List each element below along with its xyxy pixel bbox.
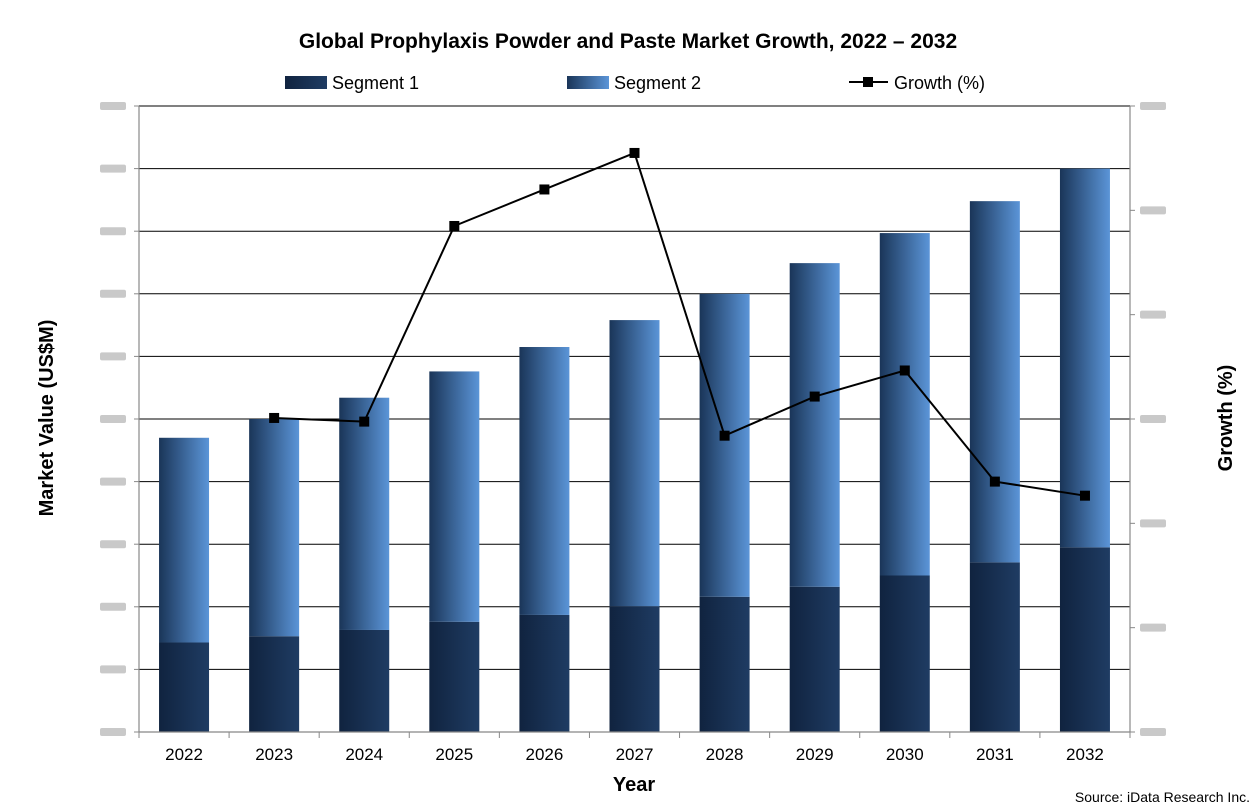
bar-segment-2-2032: [1059, 168, 1110, 548]
x-tick-label-2030: 2030: [886, 745, 924, 764]
x-tick-label-2031: 2031: [976, 745, 1014, 764]
bar-segment-2-2022: [159, 437, 210, 643]
legend-label-segment-1: Segment 1: [332, 73, 419, 93]
y2-tick-label-blurred: [1140, 728, 1166, 736]
growth-line-series: [269, 147, 1090, 501]
y2-tick-labels: [1140, 102, 1166, 736]
x-tick-label-2024: 2024: [345, 745, 383, 764]
growth-marker-2027: [629, 147, 640, 158]
legend: Segment 1 Segment 2 Growth (%): [285, 73, 985, 93]
growth-line: [274, 151, 1086, 497]
bar-segment-1-2029: [789, 586, 840, 732]
y2-tick-label-blurred: [1140, 102, 1166, 110]
y-tick-label-blurred: [100, 540, 126, 549]
y-tick-label-blurred: [100, 665, 126, 674]
y-tick-label-blurred: [100, 164, 126, 173]
y2-tick-label-blurred: [1140, 310, 1166, 319]
source-note: Source: iData Research Inc.: [1075, 789, 1250, 805]
bars: [159, 168, 1110, 732]
bar-segment-2-2029: [789, 263, 840, 587]
y-tick-label-blurred: [100, 352, 126, 361]
growth-marker-2024: [359, 416, 370, 427]
bar-segment-1-2023: [249, 636, 300, 732]
y-tick-label-blurred: [100, 477, 126, 486]
y2-tick-label-blurred: [1140, 415, 1166, 423]
y2-tick-label-blurred: [1140, 206, 1166, 215]
bar-segment-1-2028: [699, 596, 750, 732]
y-tick-label-blurred: [100, 289, 126, 298]
bar-segment-1-2032: [1059, 547, 1110, 732]
bar-segment-2-2024: [339, 397, 390, 630]
x-tick-label-2028: 2028: [706, 745, 744, 764]
y-tick-label-blurred: [100, 102, 126, 110]
growth-marker-2023: [269, 412, 280, 423]
legend-label-growth: Growth (%): [894, 73, 985, 93]
bar-segment-1-2022: [159, 642, 210, 732]
y2-tick-label-blurred: [1140, 519, 1166, 528]
y-axis-title: Market Value (US$M): [36, 320, 58, 517]
legend-marker-growth: [863, 77, 873, 87]
growth-marker-2031: [989, 476, 1000, 487]
y-tick-label-blurred: [100, 728, 126, 736]
x-tick-label-2027: 2027: [616, 745, 654, 764]
x-tick-label-2023: 2023: [255, 745, 293, 764]
bar-segment-2-2026: [519, 347, 570, 615]
x-tick-label-2022: 2022: [165, 745, 203, 764]
y-tick-label-blurred: [100, 602, 126, 611]
bar-segment-2-2031: [969, 201, 1020, 563]
y2-tick-label-blurred: [1140, 623, 1166, 632]
axes: [134, 105, 1135, 738]
bar-segment-2-2025: [429, 371, 480, 622]
x-tick-label-2032: 2032: [1066, 745, 1104, 764]
bar-segment-1-2030: [879, 575, 930, 732]
growth-marker-2032: [1079, 490, 1090, 501]
legend-swatch-segment-1: [285, 76, 327, 89]
bar-segment-1-2026: [519, 614, 570, 732]
bar-segment-1-2031: [969, 562, 1020, 732]
bar-segment-1-2025: [429, 621, 480, 732]
legend-label-segment-2: Segment 2: [614, 73, 701, 93]
y-tick-label-blurred: [100, 227, 126, 236]
growth-marker-2025: [449, 220, 460, 231]
bar-segment-2-2027: [609, 320, 660, 607]
y-tick-label-blurred: [100, 415, 126, 423]
y-tick-labels: [100, 102, 126, 736]
y2-axis-title: Growth (%): [1215, 365, 1237, 472]
growth-marker-2030: [899, 365, 910, 376]
bar-segment-2-2028: [699, 293, 750, 597]
growth-marker-2029: [809, 391, 820, 402]
growth-marker-2028: [719, 430, 730, 441]
chart-title: Global Prophylaxis Powder and Paste Mark…: [299, 30, 957, 53]
x-tick-labels: 2022 2023 2024 2025 2026 2027 2028 2029 2030 2031…: [165, 745, 1104, 764]
bar-segment-2-2030: [879, 233, 930, 576]
x-axis-title: Year: [613, 774, 655, 796]
legend-swatch-segment-2: [567, 76, 609, 89]
growth-marker-2026: [539, 184, 550, 195]
x-tick-label-2029: 2029: [796, 745, 834, 764]
x-tick-label-2026: 2026: [525, 745, 563, 764]
bar-segment-2-2023: [249, 419, 300, 637]
bar-segment-1-2027: [609, 606, 660, 732]
bar-segment-1-2024: [339, 629, 390, 732]
x-tick-label-2025: 2025: [435, 745, 473, 764]
